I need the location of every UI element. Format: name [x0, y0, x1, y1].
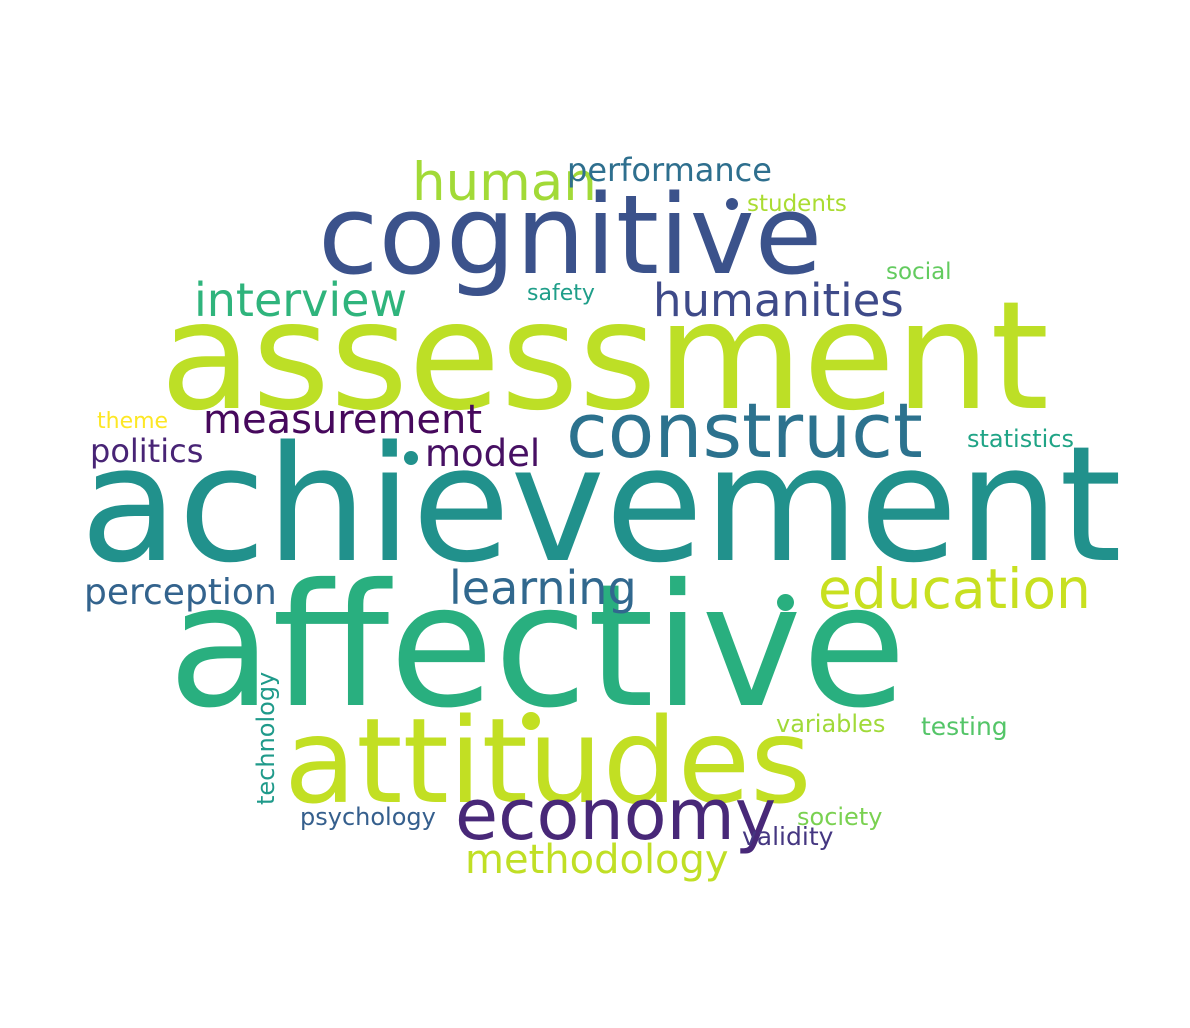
word-society: society [797, 803, 883, 831]
word-methodology: methodology [465, 837, 729, 883]
word-construct: construct [566, 386, 923, 475]
dot-decoration [522, 712, 540, 730]
word-technology: technology [252, 671, 280, 805]
word-humanities: humanities [653, 274, 904, 327]
word-education: education [818, 557, 1091, 621]
word-achievement: achievement [80, 411, 1122, 598]
word-model: model [425, 432, 541, 475]
word-performance: performance [567, 151, 772, 189]
word-validity: validity [742, 822, 834, 851]
word-theme: theme [97, 409, 169, 434]
word-human: human [412, 152, 597, 213]
dot-decoration [777, 594, 794, 611]
word-variables: variables [776, 710, 886, 738]
word-learning: learning [449, 561, 637, 615]
dot-decoration [726, 198, 738, 210]
word-attitudes: attitudes [284, 692, 812, 830]
word-assessment: assessment [160, 270, 1050, 444]
word-measurement: measurement [203, 397, 483, 443]
word-students: students [747, 191, 847, 217]
word-social: social [886, 259, 952, 285]
word-politics: politics [90, 432, 204, 470]
word-economy: economy [455, 774, 777, 856]
word-testing: testing [921, 712, 1008, 741]
word-safety: safety [527, 281, 595, 306]
word-psychology: psychology [300, 803, 436, 831]
word-cognitive: cognitive [318, 171, 823, 299]
word-statistics: statistics [967, 425, 1074, 453]
word-interview: interview [194, 273, 408, 327]
word-affective: affective [168, 548, 907, 746]
dot-decoration [404, 451, 418, 465]
word-perception: perception [84, 572, 277, 613]
